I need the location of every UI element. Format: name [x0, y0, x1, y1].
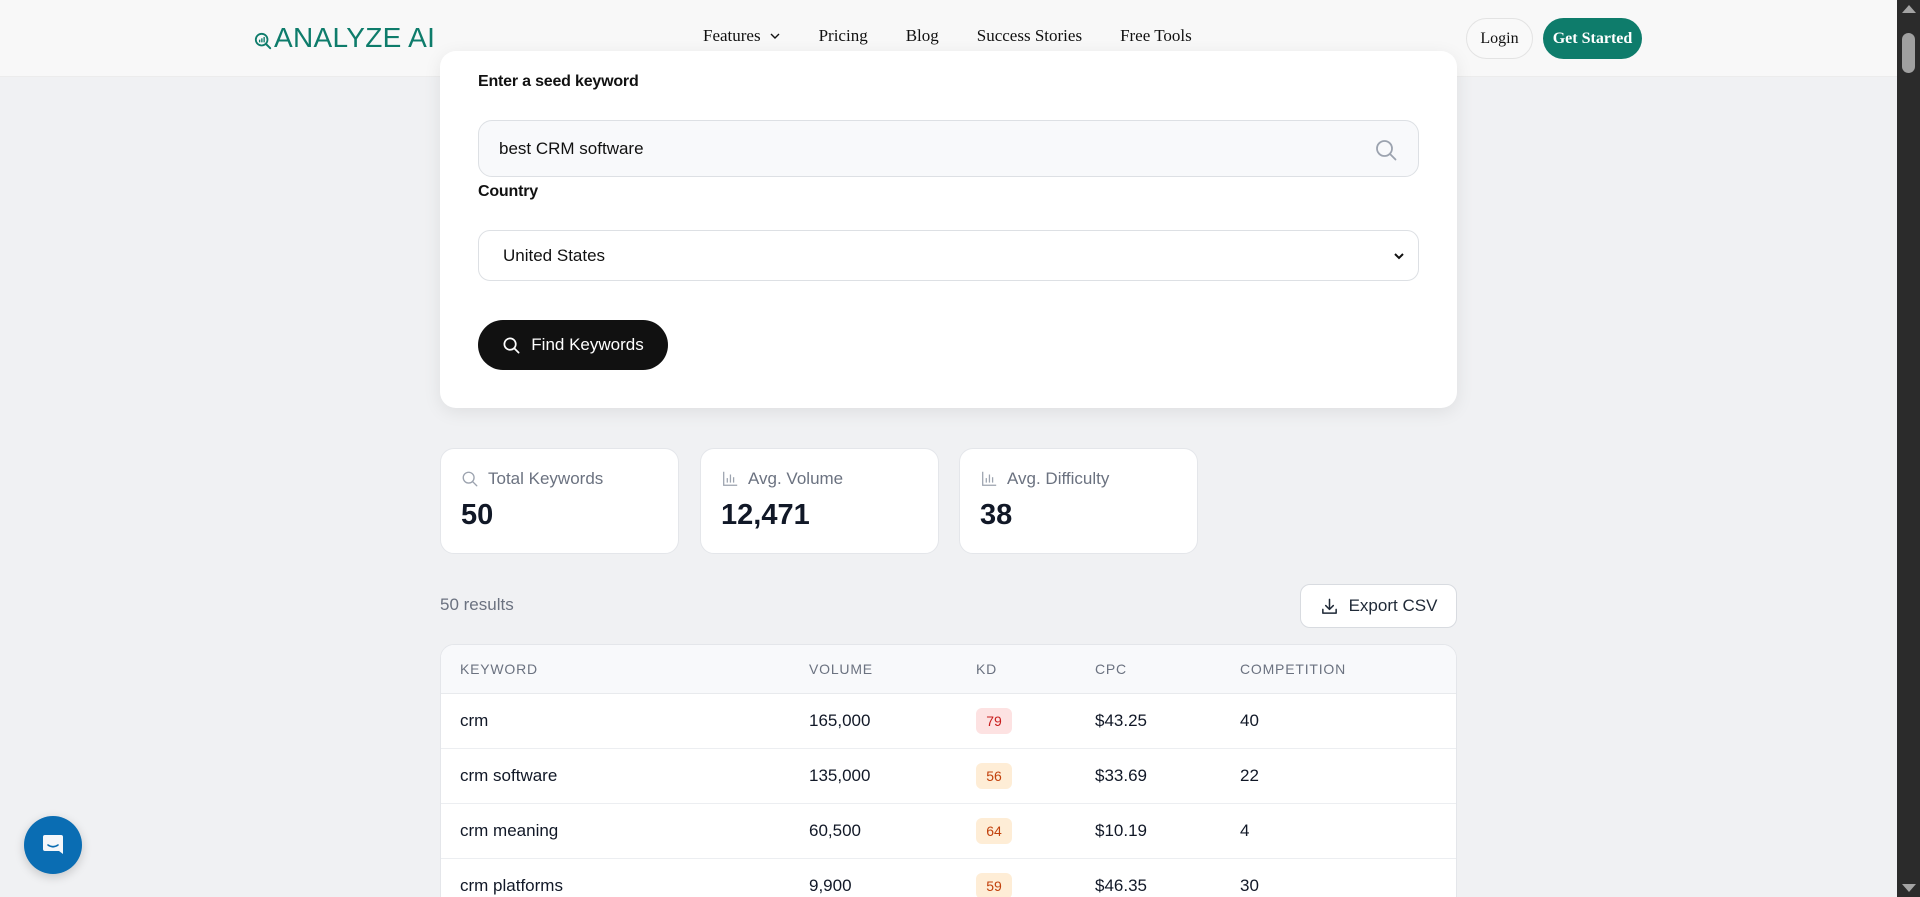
- cell-volume: 60,500: [809, 821, 861, 840]
- cell-keyword: crm platforms: [460, 876, 563, 895]
- export-csv-label: Export CSV: [1348, 596, 1438, 615]
- seed-keyword-value: best CRM software: [499, 138, 644, 158]
- nav-features[interactable]: Features: [703, 26, 781, 46]
- cell-cpc: $46.35: [1095, 876, 1147, 895]
- search-icon: [1376, 140, 1397, 161]
- search-icon: [503, 337, 520, 353]
- results-count: 50 results: [440, 595, 514, 614]
- cell-competition: 22: [1240, 766, 1259, 785]
- cell-competition: 4: [1240, 821, 1250, 840]
- scroll-down-arrow-icon[interactable]: [1902, 884, 1916, 892]
- cell-volume: 165,000: [809, 711, 871, 730]
- nav-free-tools[interactable]: Free Tools: [1120, 26, 1192, 46]
- page-scrollbar[interactable]: [1897, 0, 1920, 897]
- column-header-volume[interactable]: VOLUME: [809, 661, 873, 677]
- table-header: KEYWORD VOLUME KD CPC COMPETITION: [441, 645, 1456, 694]
- stat-value: 12,471: [721, 499, 810, 531]
- logo-text: ANALYZE AI: [274, 22, 436, 53]
- cell-cpc: $43.25: [1095, 711, 1147, 730]
- seed-keyword-input[interactable]: best CRM software: [478, 120, 1419, 177]
- column-header-cpc[interactable]: CPC: [1095, 661, 1127, 677]
- stat-total-keywords: Total Keywords 50: [440, 448, 679, 554]
- bar-chart-icon: [723, 471, 738, 486]
- kd-badge: 79: [976, 708, 1012, 734]
- country-label: Country: [478, 183, 538, 200]
- cell-volume: 9,900: [809, 876, 852, 895]
- column-header-kd[interactable]: KD: [976, 661, 998, 677]
- cell-cpc: $33.69: [1095, 766, 1147, 785]
- kd-badge: 59: [976, 873, 1012, 897]
- cell-cpc: $10.19: [1095, 821, 1147, 840]
- login-button[interactable]: Login: [1466, 18, 1533, 59]
- stat-label: Total Keywords: [488, 469, 604, 488]
- stat-value: 38: [980, 499, 1013, 531]
- cell-competition: 40: [1240, 711, 1259, 730]
- cell-volume: 135,000: [809, 766, 871, 785]
- nav-success-stories[interactable]: Success Stories: [977, 26, 1082, 46]
- column-header-competition[interactable]: COMPETITION: [1240, 661, 1347, 677]
- nav-blog[interactable]: Blog: [906, 26, 939, 46]
- search-icon: [462, 471, 478, 487]
- nav-blog-label: Blog: [905, 26, 939, 45]
- download-icon: [1321, 598, 1337, 614]
- stat-label-row: Total Keywords: [461, 469, 603, 489]
- stat-value: 50: [461, 499, 494, 531]
- nav-features-label: Features: [703, 26, 761, 45]
- chevron-down-icon: [770, 33, 780, 39]
- stat-avg-volume: Avg. Volume 12,471: [700, 448, 939, 554]
- keywords-table: KEYWORD VOLUME KD CPC COMPETITION crm 16…: [440, 644, 1457, 897]
- stat-avg-difficulty: Avg. Difficulty 38: [959, 448, 1198, 554]
- chat-widget-button[interactable]: [24, 816, 82, 874]
- cell-keyword: crm meaning: [460, 821, 559, 840]
- main-nav: Features Pricing Blog Success Stories Fr…: [703, 26, 1230, 46]
- kd-badge: 64: [976, 818, 1012, 844]
- table-row: crm software 135,000 56 $33.69 22: [441, 749, 1456, 804]
- stat-label: Avg. Volume: [748, 469, 844, 488]
- stat-label-row: Avg. Difficulty: [980, 469, 1109, 489]
- cell-competition: 30: [1240, 876, 1259, 895]
- get-started-button[interactable]: Get Started: [1543, 18, 1642, 59]
- cell-keyword: crm: [460, 711, 489, 730]
- scroll-up-arrow-icon[interactable]: [1902, 5, 1916, 13]
- nav-free-tools-label: Free Tools: [1120, 26, 1192, 45]
- logo[interactable]: ANALYZE AI: [254, 22, 435, 54]
- kd-badge: 56: [976, 763, 1012, 789]
- find-keywords-button[interactable]: Find Keywords: [478, 320, 668, 370]
- table-row: crm meaning 60,500 64 $10.19 4: [441, 804, 1456, 859]
- nav-success-stories-label: Success Stories: [976, 26, 1083, 45]
- bar-chart-icon: [982, 471, 997, 486]
- chat-icon: [43, 835, 63, 854]
- scrollbar-thumb[interactable]: [1902, 33, 1915, 73]
- country-select[interactable]: United States: [478, 230, 1419, 281]
- logo-magnifier-chart-icon: [254, 32, 272, 50]
- chevron-down-icon: [1394, 253, 1404, 260]
- stat-label-row: Avg. Volume: [721, 469, 843, 489]
- cell-keyword: crm software: [460, 766, 558, 785]
- country-value: United States: [503, 245, 606, 265]
- seed-keyword-label: Enter a seed keyword: [478, 73, 639, 90]
- export-csv-button[interactable]: Export CSV: [1300, 584, 1457, 628]
- table-row: crm platforms 9,900 59 $46.35 30: [441, 859, 1456, 897]
- nav-pricing-label: Pricing: [818, 26, 868, 45]
- nav-pricing[interactable]: Pricing: [819, 26, 868, 46]
- table-row: crm 165,000 79 $43.25 40: [441, 694, 1456, 749]
- column-header-keyword[interactable]: KEYWORD: [460, 661, 538, 677]
- stat-label: Avg. Difficulty: [1007, 469, 1110, 488]
- find-keywords-label: Find Keywords: [531, 335, 644, 354]
- keyword-search-card: Enter a seed keyword best CRM software C…: [440, 51, 1457, 408]
